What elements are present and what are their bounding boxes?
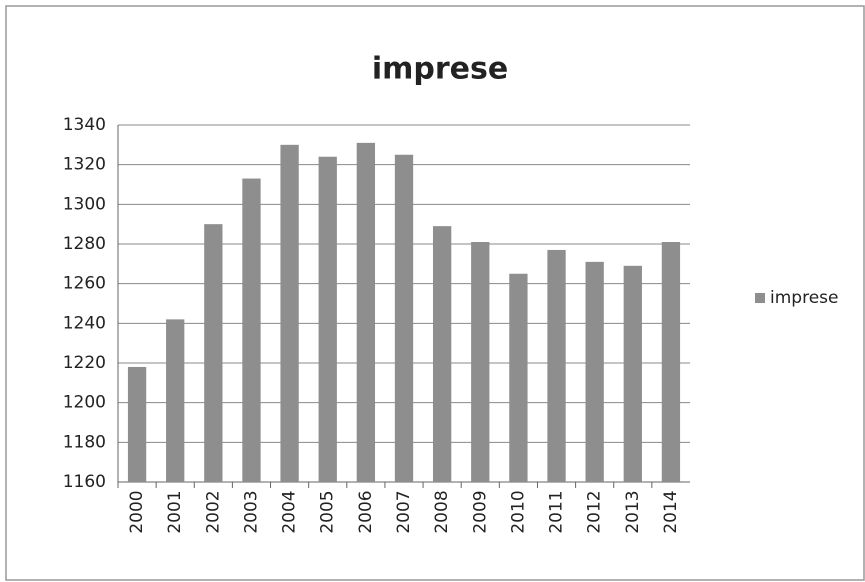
legend-swatch — [755, 293, 765, 303]
x-tick-label: 2014 — [661, 490, 681, 533]
x-tick-label: 2006 — [356, 490, 376, 533]
x-tick-label: 2013 — [623, 490, 643, 533]
y-tick-label: 1260 — [63, 274, 106, 294]
legend-label: imprese — [770, 288, 838, 308]
x-tick-label: 2002 — [203, 490, 223, 533]
bar — [509, 273, 528, 482]
chart-title: imprese — [372, 52, 508, 87]
x-tick-label: 2011 — [547, 490, 567, 533]
bar — [318, 156, 337, 482]
y-tick-label: 1240 — [63, 313, 106, 333]
bar — [623, 265, 642, 482]
x-tick-label: 2007 — [394, 490, 414, 533]
bar — [242, 178, 261, 483]
x-tick-label: 2000 — [127, 490, 147, 533]
bar — [127, 366, 147, 482]
x-tick-label: 2009 — [470, 490, 490, 533]
y-tick-label: 1280 — [63, 234, 106, 254]
bar — [661, 242, 681, 482]
x-tick-label: 2004 — [280, 490, 300, 533]
y-tick-label: 1320 — [63, 155, 106, 175]
x-tick-label: 2012 — [585, 490, 605, 533]
bar — [471, 242, 490, 482]
y-tick-label: 1200 — [63, 393, 106, 413]
bar — [585, 261, 604, 482]
y-tick-label: 1300 — [63, 194, 106, 214]
bar — [547, 249, 566, 482]
x-tick-label: 2001 — [165, 490, 185, 533]
bar — [432, 226, 452, 482]
x-tick-label: 2005 — [318, 490, 338, 533]
y-tick-label: 1160 — [63, 472, 106, 492]
y-tick-label: 1220 — [63, 353, 106, 373]
bar — [356, 142, 376, 482]
bar — [204, 224, 223, 482]
bar — [394, 154, 414, 482]
bar — [280, 144, 299, 483]
x-tick-label: 2003 — [241, 490, 261, 533]
x-tick-label: 2010 — [508, 490, 528, 533]
x-tick-label: 2008 — [432, 490, 452, 533]
y-tick-label: 1180 — [63, 432, 106, 452]
y-tick-label: 1340 — [63, 115, 106, 135]
bar — [166, 319, 185, 482]
